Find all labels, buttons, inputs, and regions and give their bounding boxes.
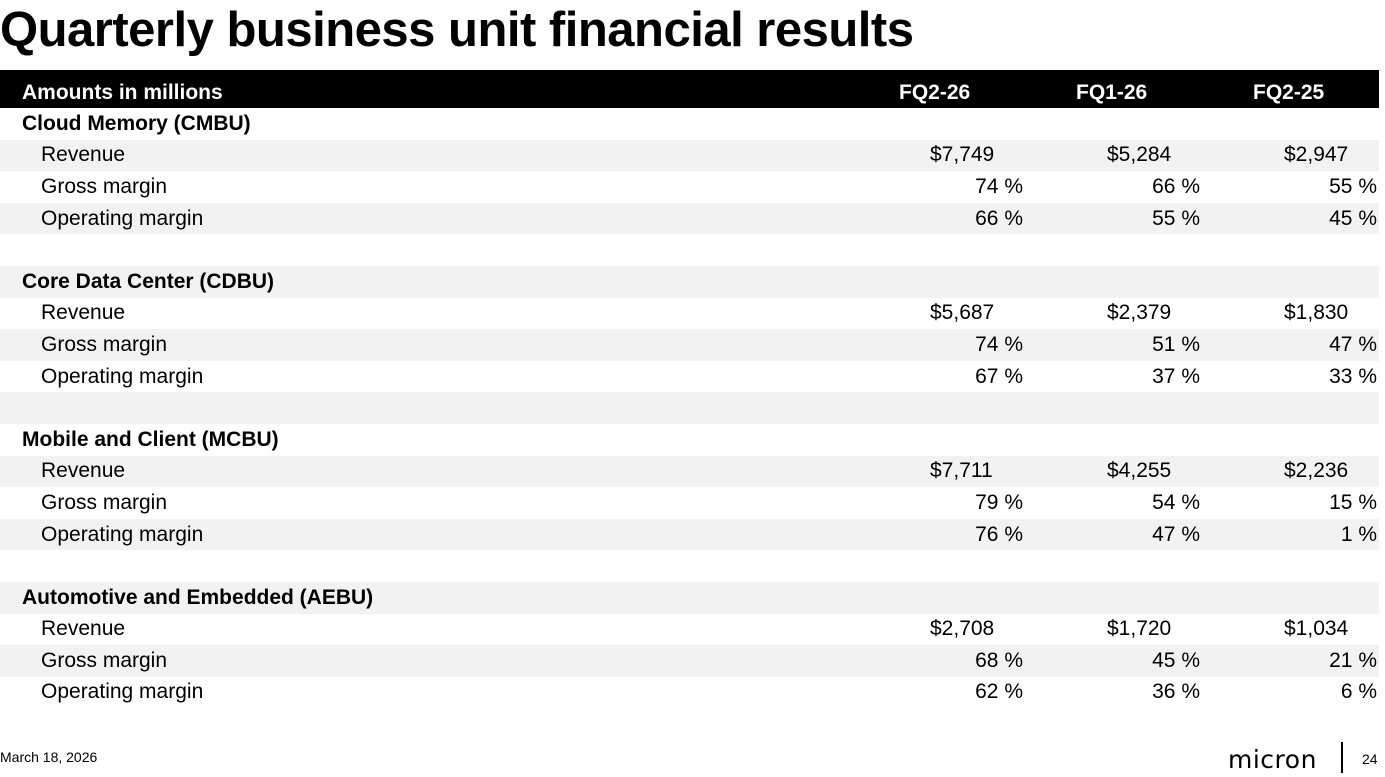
table-row: Revenue $2,708 $1,720 $1,034 — [0, 614, 1379, 646]
table-row: Operating margin 66 % 55 % 45 % — [0, 202, 1379, 235]
page-number: 24 — [1362, 751, 1378, 767]
row-label: Gross margin — [41, 490, 168, 514]
value-cell: 51 % — [1152, 332, 1200, 356]
value-cell: $1,034 — [1284, 617, 1349, 641]
row-label: Gross margin — [41, 648, 168, 672]
row-label: Revenue — [41, 617, 126, 641]
micron-logo: micron — [1228, 745, 1317, 774]
value-cell: 76 % — [975, 522, 1023, 546]
table-row: Operating margin 76 % 47 % 1 % — [0, 518, 1379, 551]
value-cell: 15 % — [1329, 490, 1377, 514]
value-cell: 79 % — [975, 490, 1023, 514]
table-row: Operating margin 62 % 36 % 6 % — [0, 677, 1379, 709]
column-header-fq2-25: FQ2-25 — [1253, 81, 1325, 104]
value-cell: $5,687 — [930, 301, 995, 325]
column-header-fq2-26: FQ2-26 — [899, 81, 971, 104]
section-label: Automotive and Embedded (AEBU) — [22, 585, 374, 609]
row-label: Operating margin — [41, 522, 204, 546]
table-row: Gross margin 74 % 51 % 47 % — [0, 329, 1379, 361]
table-row: Operating margin 67 % 37 % 33 % — [0, 361, 1379, 393]
table-row: Gross margin 68 % 45 % 21 % — [0, 645, 1379, 677]
table-row: Revenue $7,749 $5,284 $2,947 — [0, 139, 1379, 172]
value-cell: 66 % — [1152, 174, 1200, 198]
footer-date: March 18, 2026 — [0, 749, 98, 765]
row-label: Operating margin — [41, 680, 204, 704]
footer-divider — [1341, 742, 1343, 773]
column-header-fq1-26: FQ1-26 — [1076, 81, 1148, 104]
value-cell: 33 % — [1329, 364, 1377, 388]
value-cell: 68 % — [975, 648, 1023, 672]
value-cell: $1,720 — [1107, 617, 1172, 641]
row-label: Gross margin — [41, 332, 168, 356]
spacer-row — [0, 234, 1379, 266]
spacer-row — [0, 392, 1379, 424]
table-row: Gross margin 79 % 54 % 15 % — [0, 487, 1379, 519]
value-cell: 55 % — [1152, 206, 1200, 230]
table-row: Gross margin 74 % 66 % 55 % — [0, 171, 1379, 203]
value-cell: $2,379 — [1107, 301, 1172, 325]
table-row: Revenue $7,711 $4,255 $2,236 — [0, 455, 1379, 488]
table-row: Revenue $5,687 $2,379 $1,830 — [0, 298, 1379, 330]
table-body: Cloud Memory (CMBU) Revenue $7,749 $5,284 $2… — [0, 108, 1379, 708]
value-cell: 37 % — [1152, 364, 1200, 388]
section-row: Mobile and Client (MCBU) — [0, 424, 1379, 456]
value-cell: $5,284 — [1107, 143, 1172, 167]
value-cell: 6 % — [1340, 680, 1377, 704]
value-cell: $7,711 — [930, 459, 993, 483]
header-label: Amounts in millions — [22, 81, 223, 104]
value-cell: 36 % — [1152, 680, 1200, 704]
value-cell: 47 % — [1152, 522, 1200, 546]
spacer-row — [0, 550, 1379, 582]
value-cell: 74 % — [975, 332, 1023, 356]
row-label: Gross margin — [41, 174, 168, 198]
table-header: Amounts in millions FQ2-26 FQ1-26 FQ2-25 — [0, 70, 1379, 108]
row-label: Revenue — [41, 459, 126, 483]
value-cell: 21 % — [1329, 648, 1377, 672]
value-cell: $2,947 — [1284, 143, 1349, 167]
value-cell: 66 % — [975, 206, 1023, 230]
value-cell: $4,255 — [1107, 459, 1172, 483]
row-label: Revenue — [41, 301, 126, 325]
value-cell: 55 % — [1329, 174, 1377, 198]
section-label: Cloud Memory (CMBU) — [22, 111, 251, 135]
value-cell: 67 % — [975, 364, 1023, 388]
value-cell: $1,830 — [1284, 301, 1349, 325]
row-label: Operating margin — [41, 364, 204, 388]
value-cell: 62 % — [975, 680, 1023, 704]
section-label: Mobile and Client (MCBU) — [22, 427, 279, 451]
value-cell: 45 % — [1329, 206, 1377, 230]
row-label: Operating margin — [41, 206, 204, 230]
value-cell: 54 % — [1152, 490, 1200, 514]
row-label: Revenue — [41, 143, 126, 167]
section-row: Core Data Center (CDBU) — [0, 265, 1379, 298]
value-cell: 45 % — [1152, 648, 1200, 672]
value-cell: $2,236 — [1284, 459, 1349, 483]
financial-results-table: Amounts in millions FQ2-26 FQ1-26 FQ2-25… — [0, 70, 1379, 708]
section-row: Cloud Memory (CMBU) — [0, 108, 1379, 140]
section-label: Core Data Center (CDBU) — [22, 269, 275, 293]
value-cell: 1 % — [1340, 522, 1377, 546]
value-cell: $2,708 — [930, 617, 995, 641]
value-cell: 47 % — [1329, 332, 1377, 356]
value-cell: $7,749 — [930, 143, 995, 167]
section-row: Automotive and Embedded (AEBU) — [0, 581, 1379, 614]
value-cell: 74 % — [975, 174, 1023, 198]
page-title: Quarterly business unit financial result… — [0, 3, 914, 57]
